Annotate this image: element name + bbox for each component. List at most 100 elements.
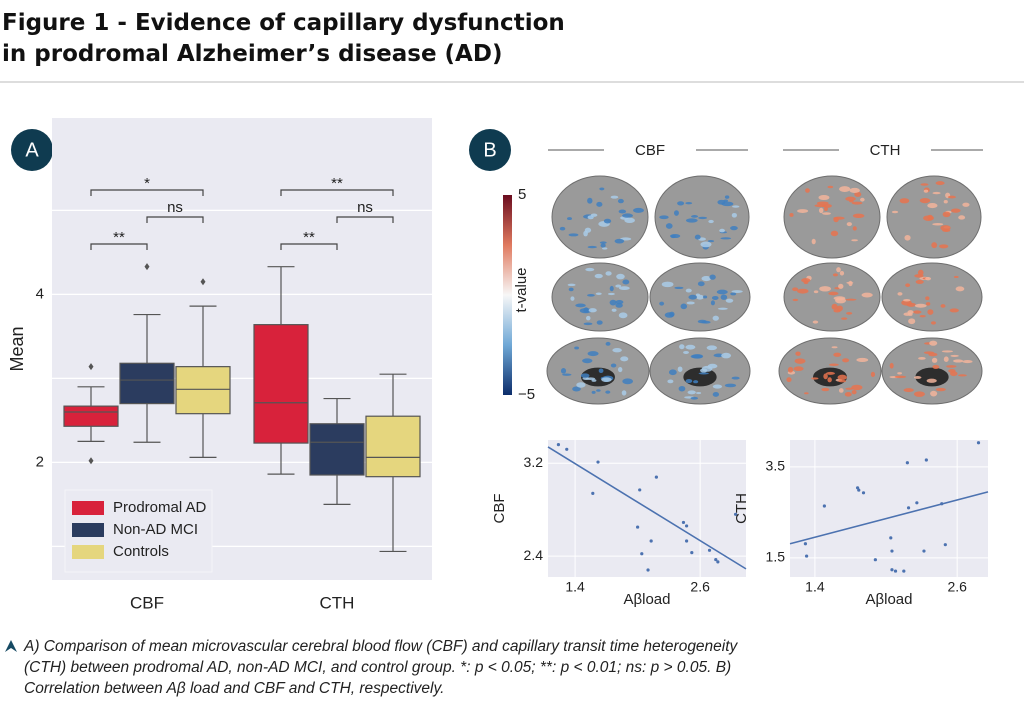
brain-highlight <box>685 288 692 293</box>
brain-highlight <box>943 200 948 204</box>
brain-highlight <box>685 202 693 205</box>
brain-highlight <box>677 366 683 372</box>
brain-highlight <box>915 279 924 285</box>
brain-highlight <box>908 318 916 325</box>
brain-highlight <box>633 207 644 213</box>
brain-highlight <box>955 286 965 292</box>
y-tick-label: 3.2 <box>524 454 544 470</box>
brain-highlight <box>949 308 959 313</box>
brain-highlight <box>842 358 850 363</box>
brain-highlight <box>618 312 628 319</box>
point <box>924 458 928 462</box>
brain-highlight <box>610 195 619 199</box>
outlier <box>200 278 206 286</box>
brain-highlight <box>668 369 677 376</box>
brain-highlight <box>828 291 839 296</box>
brain-highlight <box>962 360 973 364</box>
brain-highlight <box>804 392 809 395</box>
brain-highlight <box>957 374 967 377</box>
brain-highlight <box>725 298 734 303</box>
fit-line <box>547 446 747 570</box>
brain-highlight <box>846 281 854 284</box>
brain-highlight <box>851 201 863 205</box>
brain-highlight <box>582 358 593 364</box>
point <box>649 539 653 543</box>
significance-bracket <box>90 189 204 196</box>
brain-highlight <box>609 299 617 306</box>
significance-label: ** <box>331 175 343 192</box>
brain-highlight <box>903 298 911 302</box>
brain-highlight <box>797 288 809 294</box>
box <box>119 362 175 405</box>
brain-highlight <box>786 377 792 383</box>
brain-highlight <box>599 187 605 191</box>
caption-marker <box>5 640 17 652</box>
brain-highlight <box>942 211 951 218</box>
brain-highlight <box>661 281 674 288</box>
y-tick-label: 2 <box>36 453 44 470</box>
brain-highlight <box>624 217 635 224</box>
brain-highlight <box>599 241 607 244</box>
significance-bracket <box>336 216 394 223</box>
point <box>685 524 689 528</box>
y-axis-label: CBF <box>491 494 508 524</box>
box <box>365 415 421 478</box>
point <box>804 554 809 558</box>
brain-highlight <box>673 210 679 216</box>
brain-highlight <box>596 201 603 207</box>
brain-highlight <box>587 351 599 357</box>
point <box>565 447 569 451</box>
point <box>716 560 720 564</box>
brain-highlight <box>622 378 634 385</box>
brain-highlight <box>659 215 669 220</box>
brain-highlight <box>939 244 949 249</box>
brain-highlight <box>618 209 627 214</box>
outlier <box>88 363 94 371</box>
point <box>889 536 893 540</box>
point <box>733 512 738 516</box>
brain-highlight <box>913 391 925 397</box>
brain-highlight <box>679 344 685 350</box>
brain-highlight <box>838 388 844 393</box>
brain-highlight <box>724 195 730 199</box>
brain-highlight <box>851 389 857 395</box>
brain-highlight <box>846 311 853 315</box>
brain-highlight <box>586 315 591 321</box>
point <box>857 488 861 492</box>
colorbar-tick-label: −5 <box>518 386 535 403</box>
brain-highlight <box>870 371 876 377</box>
box <box>63 405 119 427</box>
brain-highlight <box>579 308 592 314</box>
point <box>922 549 926 553</box>
brain-highlight <box>953 275 959 279</box>
brain-highlight <box>836 305 843 312</box>
brain-highlight <box>587 197 593 204</box>
significance-label: ns <box>167 199 183 216</box>
brain-highlight <box>622 279 630 285</box>
brain-highlight <box>897 372 902 375</box>
brain-highlight <box>935 181 945 186</box>
brain-highlight <box>702 295 708 299</box>
brain-highlight <box>837 374 848 381</box>
brain-highlight <box>683 350 689 354</box>
brain-highlight <box>677 201 685 206</box>
fit-line <box>789 491 989 545</box>
brain-highlight <box>914 303 927 308</box>
brain-highlight <box>723 199 729 203</box>
brain-highlight <box>596 389 601 392</box>
brain-highlight <box>680 303 688 310</box>
brain-highlight <box>941 350 954 353</box>
brain-highlight <box>620 356 629 362</box>
brain-highlight <box>603 218 612 224</box>
brain-highlight <box>712 384 723 389</box>
brain-highlight <box>912 310 922 314</box>
x-tick-label: CBF <box>130 593 164 612</box>
brain-highlight <box>707 363 718 369</box>
brain-highlight <box>605 271 612 276</box>
x-axis-label: Aβload <box>866 591 913 608</box>
brain-highlight <box>568 287 574 292</box>
brain-highlight <box>913 376 922 379</box>
brain-highlight <box>587 215 594 220</box>
legend-label: Non-AD MCI <box>113 521 198 538</box>
brain-highlight <box>706 345 718 351</box>
